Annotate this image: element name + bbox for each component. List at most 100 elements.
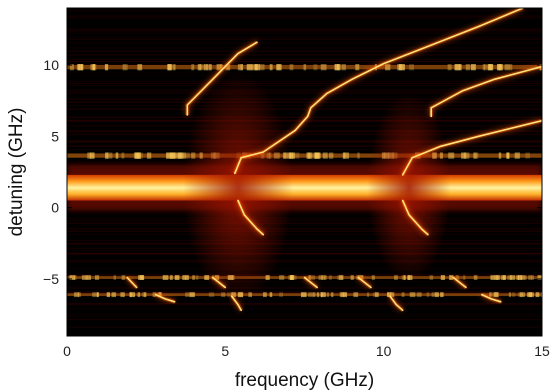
noise-stripe: [67, 61, 542, 62]
noise-stripe: [67, 99, 542, 100]
band-speckle: [140, 275, 144, 280]
band-speckle: [138, 292, 141, 297]
band-speckle: [121, 152, 124, 158]
band-speckle: [427, 292, 430, 297]
glow-region: [183, 73, 293, 303]
band-speckle: [95, 275, 99, 280]
band-speckle: [105, 152, 108, 158]
band-speckle: [505, 64, 510, 70]
noise-stripe: [67, 223, 542, 224]
noise-stripe: [67, 244, 542, 245]
band-speckle: [163, 275, 169, 280]
noise-stripe: [67, 135, 542, 136]
band-speckle: [82, 275, 86, 280]
noise-stripe: [67, 253, 542, 254]
band-speckle: [495, 275, 499, 280]
noise-stripe: [67, 109, 542, 110]
band-speckle: [97, 292, 99, 297]
noise-stripe: [67, 92, 542, 93]
noise-stripe: [67, 303, 542, 304]
band-speckle: [497, 64, 502, 70]
band-speckle: [130, 292, 135, 297]
noise-stripe: [67, 51, 542, 52]
band-speckle: [417, 292, 421, 297]
band-speckle: [147, 152, 151, 158]
band-speckle: [341, 64, 345, 70]
noise-stripe: [67, 126, 542, 127]
y-tick-label: 10: [43, 57, 59, 73]
band-speckle: [185, 275, 189, 280]
band-speckle: [474, 275, 478, 280]
band-speckle: [173, 64, 175, 70]
band-speckle: [329, 152, 333, 158]
band-speckle: [441, 275, 445, 280]
band-speckle: [494, 292, 498, 297]
noise-stripe: [67, 327, 542, 328]
band-speckle: [288, 275, 294, 280]
band-speckle: [343, 152, 346, 158]
band-speckle: [484, 64, 490, 70]
band-speckle: [178, 152, 183, 158]
band-speckle: [170, 152, 173, 158]
y-axis-title: detuning (GHz): [6, 108, 27, 237]
band-speckle: [430, 275, 434, 280]
band-speckle: [144, 292, 146, 297]
noise-stripe: [67, 308, 542, 309]
band-speckle: [324, 275, 326, 280]
noise-stripe: [67, 231, 542, 232]
band-speckle: [241, 64, 243, 70]
band-speckle: [319, 275, 324, 280]
noise-stripe: [67, 37, 542, 38]
band-speckle: [277, 64, 282, 70]
noise-stripe: [67, 72, 542, 73]
band-speckle: [353, 292, 358, 297]
noise-stripe: [67, 83, 542, 84]
band-speckle: [372, 275, 375, 280]
noise-stripe: [67, 319, 542, 320]
band-speckle: [263, 292, 267, 297]
y-tick-label: 5: [51, 128, 59, 144]
y-tick-label: −5: [43, 271, 59, 287]
band-speckle: [516, 275, 519, 280]
noise-stripe: [67, 18, 542, 19]
noise-stripe: [67, 240, 542, 241]
x-tick-label: 15: [534, 343, 550, 359]
noise-stripe: [67, 43, 542, 44]
band-speckle: [192, 275, 195, 280]
band-speckle: [529, 292, 534, 297]
band-speckle: [464, 152, 470, 158]
band-speckle: [198, 64, 202, 70]
noise-stripe: [67, 141, 542, 142]
band-speckle: [279, 275, 284, 280]
band-speckle: [536, 292, 540, 297]
x-tick-label: 5: [221, 343, 229, 359]
band-speckle: [191, 64, 194, 70]
band-speckle: [466, 64, 470, 70]
noise-stripe: [67, 39, 542, 40]
band-speckle: [435, 292, 439, 297]
band-speckle: [510, 64, 513, 70]
x-tick-label: 0: [63, 343, 71, 359]
band-speckle: [499, 152, 501, 158]
band-speckle: [123, 64, 126, 70]
noise-stripe: [67, 261, 542, 262]
band-speckle: [385, 64, 390, 70]
band-speckle: [474, 152, 478, 158]
band-speckle: [252, 64, 258, 70]
band-speckle: [327, 292, 329, 297]
band-speckle: [270, 64, 273, 70]
band-speckle: [542, 64, 547, 70]
noise-stripe: [67, 81, 542, 82]
band-speckle: [317, 292, 319, 297]
noise-stripe: [67, 10, 542, 11]
band-speckle: [270, 292, 273, 297]
band-speckle: [409, 64, 414, 70]
band-speckle: [307, 152, 311, 158]
noise-stripe: [67, 288, 542, 289]
noise-stripe: [67, 220, 542, 221]
band-speckle: [510, 275, 515, 280]
band-speckle: [137, 64, 142, 70]
main-band: [67, 175, 542, 201]
band-speckle: [294, 152, 300, 158]
band-speckle: [107, 292, 110, 297]
